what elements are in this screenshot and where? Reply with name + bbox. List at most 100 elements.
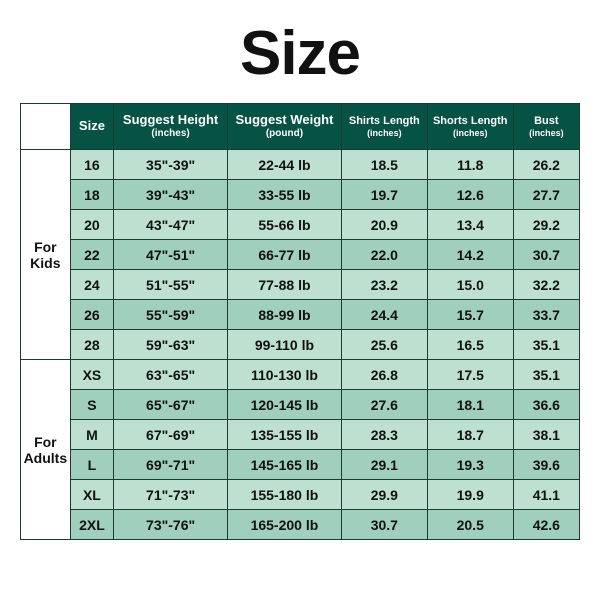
table-row: ForKids 16 35"-39" 22-44 lb 18.5 11.8 26… <box>21 150 580 180</box>
cell-height: 71"-73" <box>114 480 228 510</box>
cell-weight: 165-200 lb <box>228 510 342 540</box>
cell-weight: 99-110 lb <box>228 330 342 360</box>
cell-shorts: 20.5 <box>427 510 513 540</box>
cell-bust: 42.6 <box>513 510 579 540</box>
cell-weight: 120-145 lb <box>228 390 342 420</box>
cell-size: XL <box>70 480 113 510</box>
cell-height: 47"-51" <box>114 240 228 270</box>
cell-shirts: 28.3 <box>341 420 427 450</box>
cell-size: 16 <box>70 150 113 180</box>
cell-size: L <box>70 450 113 480</box>
cell-bust: 29.2 <box>513 210 579 240</box>
cell-shirts: 18.5 <box>341 150 427 180</box>
cell-weight: 155-180 lb <box>228 480 342 510</box>
table-row: 18 39"-43" 33-55 lb 19.7 12.6 27.7 <box>21 180 580 210</box>
table-row: M 67"-69" 135-155 lb 28.3 18.7 38.1 <box>21 420 580 450</box>
col-bust: Bust(inches) <box>513 104 579 150</box>
cell-bust: 41.1 <box>513 480 579 510</box>
cell-shirts: 30.7 <box>341 510 427 540</box>
cell-weight: 66-77 lb <box>228 240 342 270</box>
table-row: 24 51"-55" 77-88 lb 23.2 15.0 32.2 <box>21 270 580 300</box>
col-height: Suggest Height(inches) <box>114 104 228 150</box>
cell-height: 59"-63" <box>114 330 228 360</box>
cell-size: 20 <box>70 210 113 240</box>
table-row: 28 59"-63" 99-110 lb 25.6 16.5 35.1 <box>21 330 580 360</box>
cell-weight: 77-88 lb <box>228 270 342 300</box>
cell-bust: 35.1 <box>513 330 579 360</box>
cell-size: 18 <box>70 180 113 210</box>
cell-height: 51"-55" <box>114 270 228 300</box>
table-row: L 69"-71" 145-165 lb 29.1 19.3 39.6 <box>21 450 580 480</box>
cell-shorts: 18.7 <box>427 420 513 450</box>
cell-bust: 38.1 <box>513 420 579 450</box>
table-row: 26 55"-59" 88-99 lb 24.4 15.7 33.7 <box>21 300 580 330</box>
size-table: Size Suggest Height(inches) Suggest Weig… <box>20 103 580 540</box>
cell-shirts: 29.1 <box>341 450 427 480</box>
cell-weight: 55-66 lb <box>228 210 342 240</box>
cell-size: S <box>70 390 113 420</box>
col-weight: Suggest Weight(pound) <box>228 104 342 150</box>
page-title: Size <box>240 18 360 89</box>
cell-weight: 33-55 lb <box>228 180 342 210</box>
cell-height: 65"-67" <box>114 390 228 420</box>
cell-shorts: 11.8 <box>427 150 513 180</box>
cell-size: XS <box>70 360 113 390</box>
group-adults: ForAdults <box>21 360 71 540</box>
cell-shorts: 19.3 <box>427 450 513 480</box>
cell-height: 73"-76" <box>114 510 228 540</box>
cell-bust: 26.2 <box>513 150 579 180</box>
cell-weight: 88-99 lb <box>228 300 342 330</box>
cell-size: 28 <box>70 330 113 360</box>
table-body: ForKids 16 35"-39" 22-44 lb 18.5 11.8 26… <box>21 150 580 540</box>
col-shorts: Shorts Length(inches) <box>427 104 513 150</box>
cell-weight: 110-130 lb <box>228 360 342 390</box>
table-row: XL 71"-73" 155-180 lb 29.9 19.9 41.1 <box>21 480 580 510</box>
table-row: 22 47"-51" 66-77 lb 22.0 14.2 30.7 <box>21 240 580 270</box>
table-row: S 65"-67" 120-145 lb 27.6 18.1 36.6 <box>21 390 580 420</box>
cell-height: 39"-43" <box>114 180 228 210</box>
cell-size: 22 <box>70 240 113 270</box>
cell-bust: 33.7 <box>513 300 579 330</box>
cell-bust: 30.7 <box>513 240 579 270</box>
cell-bust: 27.7 <box>513 180 579 210</box>
cell-weight: 145-165 lb <box>228 450 342 480</box>
table-row: 20 43"-47" 55-66 lb 20.9 13.4 29.2 <box>21 210 580 240</box>
cell-size: 24 <box>70 270 113 300</box>
cell-height: 69"-71" <box>114 450 228 480</box>
cell-shirts: 19.7 <box>341 180 427 210</box>
cell-shorts: 15.7 <box>427 300 513 330</box>
header-row: Size Suggest Height(inches) Suggest Weig… <box>21 104 580 150</box>
cell-height: 63"-65" <box>114 360 228 390</box>
cell-bust: 39.6 <box>513 450 579 480</box>
cell-shorts: 16.5 <box>427 330 513 360</box>
cell-height: 35"-39" <box>114 150 228 180</box>
cell-shorts: 18.1 <box>427 390 513 420</box>
cell-height: 55"-59" <box>114 300 228 330</box>
cell-shirts: 22.0 <box>341 240 427 270</box>
cell-size: 2XL <box>70 510 113 540</box>
cell-shirts: 29.9 <box>341 480 427 510</box>
cell-shirts: 26.8 <box>341 360 427 390</box>
cell-shirts: 24.4 <box>341 300 427 330</box>
cell-shorts: 13.4 <box>427 210 513 240</box>
cell-shirts: 27.6 <box>341 390 427 420</box>
cell-shorts: 12.6 <box>427 180 513 210</box>
col-size: Size <box>70 104 113 150</box>
cell-shirts: 20.9 <box>341 210 427 240</box>
cell-height: 67"-69" <box>114 420 228 450</box>
header-corner <box>21 104 71 150</box>
cell-shirts: 23.2 <box>341 270 427 300</box>
cell-bust: 35.1 <box>513 360 579 390</box>
cell-size: 26 <box>70 300 113 330</box>
cell-size: M <box>70 420 113 450</box>
cell-shirts: 25.6 <box>341 330 427 360</box>
cell-weight: 22-44 lb <box>228 150 342 180</box>
table-row: 2XL 73"-76" 165-200 lb 30.7 20.5 42.6 <box>21 510 580 540</box>
table-row: ForAdults XS 63"-65" 110-130 lb 26.8 17.… <box>21 360 580 390</box>
col-shirts: Shirts Length(inches) <box>341 104 427 150</box>
cell-bust: 32.2 <box>513 270 579 300</box>
cell-weight: 135-155 lb <box>228 420 342 450</box>
cell-shorts: 17.5 <box>427 360 513 390</box>
cell-shorts: 19.9 <box>427 480 513 510</box>
cell-height: 43"-47" <box>114 210 228 240</box>
